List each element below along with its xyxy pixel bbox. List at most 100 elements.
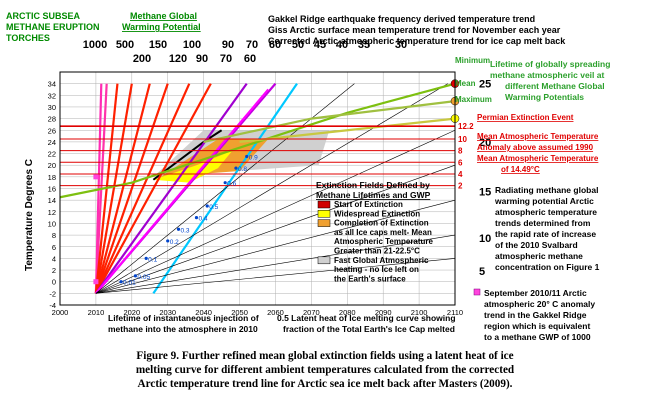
legend-title-1: Extinction Fields Defined by [316, 180, 430, 190]
legend-item-label: the Earth's surface [334, 274, 406, 283]
axes: 2000 2010 2020 2030 2040 2050 2060 2070 2080 2090… [48, 39, 492, 317]
legend-swatch [317, 219, 331, 227]
lifetime-point-label: 0.8 [238, 166, 247, 173]
gwp-line-90 [94, 83, 191, 294]
y-tick-label: 12 [48, 208, 56, 217]
gwp-line-70 [94, 83, 212, 294]
mean-temp-label-1: Mean Atmospheric Temperature [477, 154, 599, 163]
gwp-line-10 [95, 234, 456, 294]
figure-caption: Figure 9. Further refined mean global ex… [18, 349, 632, 391]
caption-line-1: Figure 9. Further refined mean global ex… [136, 350, 514, 362]
lifetime-label-4: Warming Potentials [505, 92, 584, 102]
lifetime-point-label: 0.3 [181, 227, 190, 234]
hline-label: 8 [458, 147, 463, 156]
title-left-1: ARCTIC SUBSEA [6, 11, 81, 21]
lifetime-point [176, 227, 181, 231]
y-tick-label: -2 [49, 289, 56, 298]
gwp-second-label: 120 [169, 53, 187, 65]
y-tick-label: 10 [48, 219, 56, 228]
x-tick-label: 2100 [411, 308, 428, 317]
x-tick-label: 2020 [123, 308, 140, 317]
gwp-second-label: 200 [133, 53, 151, 65]
lifetime-point-label: 0.1 [148, 256, 157, 263]
gwp-top-label: 90 [222, 39, 234, 51]
title-left-3: TORCHES [6, 33, 50, 43]
lifetime-point-label: 0.6 [227, 181, 236, 188]
y-tick-label: 20 [48, 161, 56, 170]
title-left-2: METHANE ERUPTION [6, 22, 100, 32]
minimum-label: Minimum [455, 56, 490, 65]
lifetime-point [194, 216, 199, 220]
gwp-right-label: 5 [479, 266, 485, 278]
legend-item-label: as all Ice caps melt- Mean [334, 228, 432, 237]
x-tick-label: 2070 [303, 308, 320, 317]
title-top-3: Corrected Arctic atmospheric temperature… [268, 36, 566, 46]
gwp-line-150 [94, 83, 133, 294]
gwp-line-20 [95, 164, 456, 294]
legend-item-label: Start of Extinction [334, 200, 403, 209]
lifetime-point-label: 0.01 [123, 280, 136, 287]
gwp-top-label: 50 [292, 39, 304, 51]
legend-swatch [317, 256, 331, 265]
hline-label: 6 [458, 158, 463, 167]
gwp-line-30 [95, 83, 448, 294]
legend-swatch [317, 200, 331, 209]
legend-item-label: Fast Global Atmospheric [334, 256, 429, 265]
gwp-second-label: 90 [196, 53, 208, 65]
gwp-second-label: 60 [244, 53, 256, 65]
gwp-line-15 [95, 199, 456, 294]
y-tick-label: 0 [52, 278, 56, 287]
gwp-line-45 [95, 88, 270, 295]
mean-label: Mean [455, 79, 476, 88]
lifetime-note-1: Lifetime of instantaneous injection of [108, 313, 259, 323]
gwp-top-label: 40 [336, 39, 348, 51]
y-tick-label: 28 [48, 115, 56, 124]
lifetime-point [245, 154, 249, 159]
september-marker [473, 288, 481, 296]
x-tick-label: 2050 [231, 308, 248, 317]
hline-label: 4 [458, 170, 463, 179]
trend-minimum [239, 117, 456, 143]
legend-item-label: Widespread Extinction [334, 209, 420, 218]
x-tick-label: 2030 [159, 308, 176, 317]
y-tick-label: 34 [48, 80, 56, 89]
lifetime-point [166, 239, 170, 243]
gwp-second-label: 70 [220, 53, 232, 65]
lifetime-points: 0.010.05 0.1 0.20.3 0.40.5 0.6 0.80.9 [93, 154, 258, 287]
start-marker [93, 279, 99, 285]
y-tick-label: 14 [48, 196, 56, 205]
sept-line: September 2010/11 Arctic [484, 288, 587, 298]
gwp-top-label: 45 [314, 39, 326, 51]
radiating-line: concentration on Figure 1 [495, 262, 600, 272]
title-mgwp-1: Methane Global [130, 11, 197, 21]
permian-label: Permian Extinction Event [477, 113, 574, 122]
latent-note-1: 0.5 Latent heat of Ice melting curve sho… [277, 313, 456, 323]
legend-item-label: Greater than 21-22.5°C [334, 247, 420, 256]
legend-item-label: Atmospheric Temperature [334, 237, 434, 246]
y-axis-label: Temperature Degrees C [24, 159, 35, 271]
radiating-line: the rapid rate of increase [495, 229, 596, 239]
x-tick-label: 2110 [447, 308, 463, 317]
maximum-label: Maximum [455, 95, 492, 104]
horizontal-lines: 12.2 10 8 6 4 2 [60, 122, 474, 191]
sept-line: atmospheric 20° C anomaly [484, 299, 595, 309]
caption-line-3: Arctic temperature trend line for Arctic… [137, 378, 513, 390]
trend-mean [203, 100, 456, 143]
sept-line: region which is equivalent [484, 321, 590, 331]
gwp-right-label: 20 [479, 137, 491, 149]
mean-anom-label-2: Anomaly above assumed 1990 [477, 143, 594, 152]
radiating-line: atmospheric temperature [495, 207, 597, 217]
lifetime-point [205, 204, 209, 208]
x-tick-label: 2040 [195, 308, 212, 317]
y-tick-label: 8 [52, 231, 56, 240]
title-mgwp-2: Warming Potential [122, 22, 201, 32]
gwp-top-label: 150 [149, 39, 167, 51]
lifetime-label-3: different Methane Global [505, 81, 605, 91]
gwp-line-100 [94, 83, 169, 294]
gwp-top-label: 30 [395, 39, 407, 51]
lifetime-label-2: methane atmospheric veil at [490, 70, 604, 80]
lifetime-point [133, 274, 138, 278]
